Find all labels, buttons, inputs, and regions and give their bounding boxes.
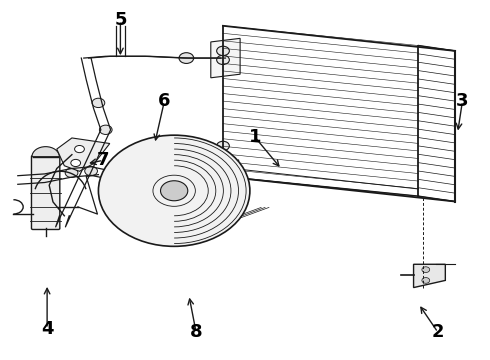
Polygon shape [211,39,240,78]
Text: 1: 1 [248,128,261,146]
Text: 2: 2 [432,323,444,341]
Circle shape [217,55,229,64]
Circle shape [85,166,98,176]
Circle shape [65,168,78,177]
Polygon shape [57,138,110,171]
Text: 3: 3 [456,92,468,110]
Text: 5: 5 [114,12,126,30]
Circle shape [92,98,105,108]
Circle shape [217,141,229,150]
Circle shape [179,53,194,63]
Circle shape [71,159,80,167]
Circle shape [161,181,188,201]
Text: 6: 6 [158,92,171,110]
Text: 8: 8 [190,323,202,341]
Circle shape [217,46,229,55]
Circle shape [422,278,430,283]
Circle shape [99,125,112,134]
Circle shape [217,152,229,161]
Wedge shape [32,147,59,157]
Circle shape [38,174,51,184]
Circle shape [74,145,84,153]
Circle shape [98,135,250,246]
Text: 4: 4 [41,320,53,338]
Text: 7: 7 [97,151,110,169]
Polygon shape [414,264,445,288]
Circle shape [422,267,430,273]
FancyBboxPatch shape [31,156,60,229]
